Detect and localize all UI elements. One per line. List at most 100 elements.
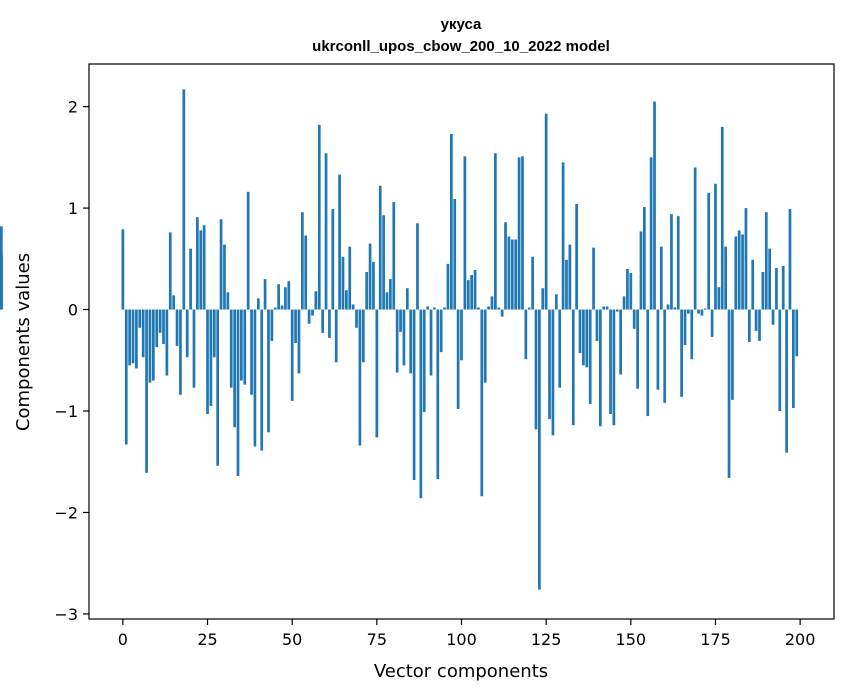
bar-88 [419,309,423,499]
bar-15 [172,295,176,310]
bar-57 [314,291,318,310]
bar-7 [145,309,148,473]
bar-3 [131,309,135,364]
bar-56 [311,309,314,316]
bar-133 [571,309,575,426]
bar-80 [392,201,396,310]
bar-188 [758,309,761,341]
bar-27 [212,309,216,358]
bar-67 [348,246,352,310]
y-tick-label: 2 [68,98,78,117]
bar-175 [714,183,717,310]
bar-98 [453,198,457,310]
bar-128 [554,294,558,310]
bar-111 [497,307,501,310]
bar-38 [250,309,253,395]
bar-4 [135,309,138,369]
bar-77 [382,215,385,310]
bar-85 [409,309,413,374]
bar-13 [165,309,169,376]
bar-196 [785,309,788,453]
bar-129 [558,309,562,388]
bar-45 [273,307,277,310]
bar-180 [731,309,734,400]
bar-72 [365,272,369,310]
bar-100 [460,309,463,361]
bar-194 [778,309,782,411]
bar-140 [595,309,599,341]
bar-44 [270,309,274,341]
bar-29 [219,219,223,310]
bar-64 [338,174,341,310]
x-axis-ticks: 0 25 50 75 100 125 150 175 200 [118,619,815,649]
bar-176 [717,287,721,310]
bar-71 [361,309,365,363]
bar-117 [517,157,521,310]
x-tick-label: 150 [616,630,647,649]
bar-101 [463,156,467,310]
bar-195 [781,265,785,310]
y-tick-label: −1 [54,402,78,421]
bar-123 [538,309,541,590]
bar-58 [317,124,321,310]
bar-22 [196,217,199,310]
bar-24 [202,225,206,310]
bar-30 [223,244,226,310]
bar-187 [754,309,758,331]
bar-33 [233,309,236,428]
bar-121 [531,256,534,310]
bar-156 [649,157,653,310]
y-tick-label: 0 [68,301,78,320]
bar-162 [670,214,673,310]
bar-148 [622,296,626,310]
bar-198 [792,309,795,408]
bar-76 [378,185,382,310]
chart-title-line1: укуса [441,16,482,33]
bars-group [0,89,799,590]
bar-28 [216,309,220,466]
bar-73 [368,243,372,310]
bar-79 [389,279,392,310]
bar-166 [683,309,687,346]
bar-59 [321,309,325,333]
y-axis-ticks: −3 −2 −1 0 1 2 [54,98,89,624]
bar-154 [643,207,646,310]
bar-10 [155,309,159,348]
bar-17 [179,309,182,395]
bar-2 [128,309,131,366]
bar-14 [168,232,172,310]
bar-81 [395,309,399,373]
bar-168 [690,309,694,360]
bar-68 [351,304,355,310]
bar-53 [300,212,304,310]
bar-163 [673,307,677,310]
bar-171 [700,309,704,316]
bar-139 [592,247,595,310]
bar-93 [436,309,440,479]
bar-62 [331,209,335,310]
bar-8 [148,309,152,383]
y-tick-label: −3 [54,605,78,624]
bar-89 [422,309,426,413]
bar-158 [656,309,660,390]
bar-95 [443,307,446,310]
bar-153 [639,231,643,310]
bar-96 [446,263,450,310]
bar-108 [487,306,490,310]
bar-174 [710,309,714,337]
bar-191 [768,248,772,310]
bar-144 [609,309,612,415]
y-tick-label: −2 [54,503,78,522]
bar-99 [456,309,460,409]
bar-197 [788,209,792,310]
bar-183 [741,234,744,310]
bar-147 [619,309,623,375]
bar-169 [693,167,697,310]
bar-84 [405,288,409,310]
bar-179 [727,309,731,478]
bar-114 [507,236,511,310]
bar-106 [480,309,484,497]
bar-181 [734,236,738,310]
bar-135 [578,309,582,354]
